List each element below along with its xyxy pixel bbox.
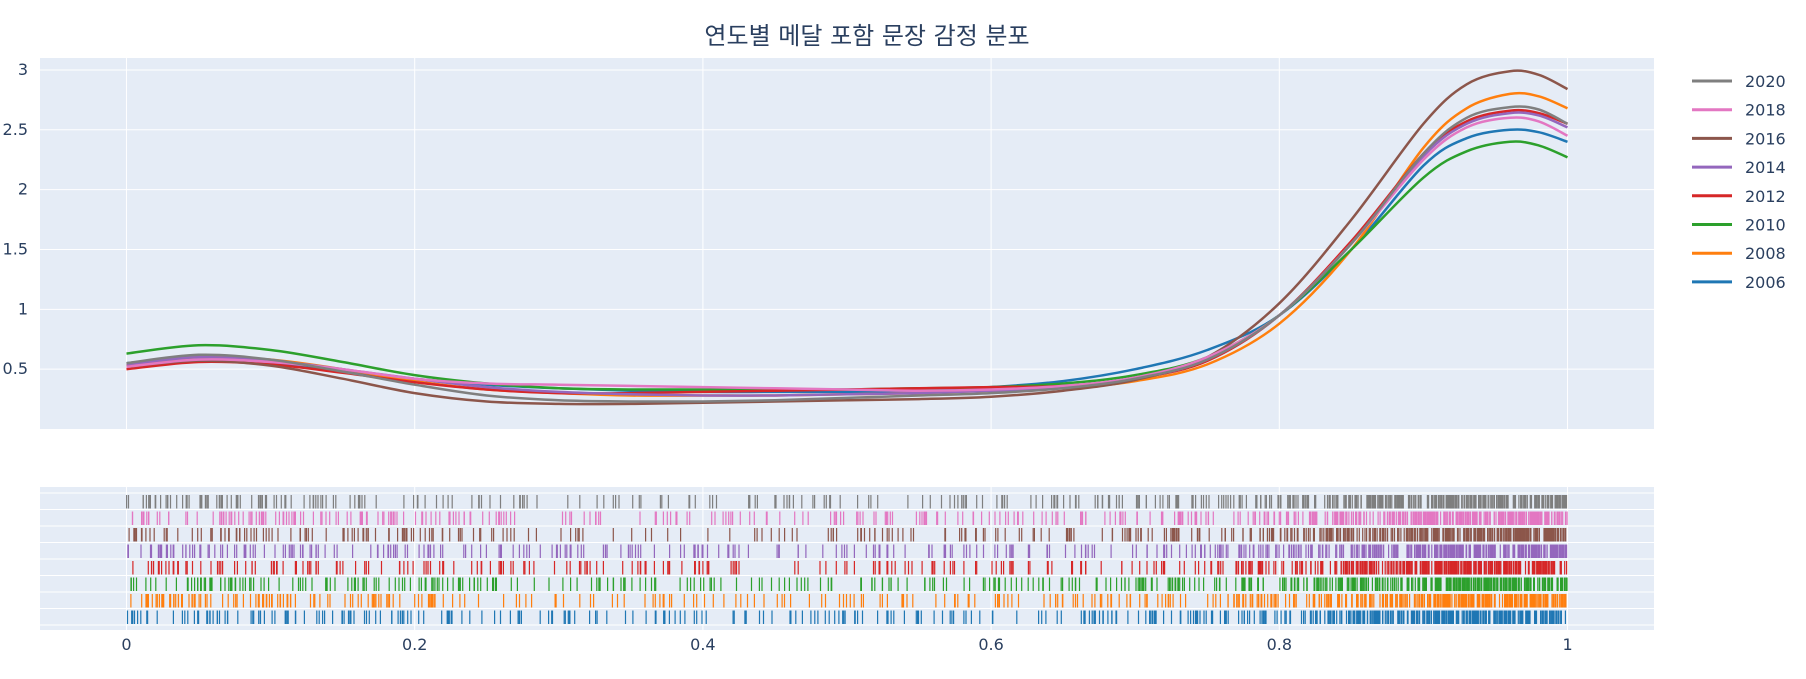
y-tick-label: 1.5 [3, 239, 28, 258]
x-tick-label: 0.8 [1267, 635, 1292, 654]
legend-item-2010[interactable]: 2010 [1692, 216, 1786, 235]
legend-label: 2006 [1745, 273, 1786, 292]
x-tick-label: 0 [121, 635, 131, 654]
x-tick-label: 1 [1562, 635, 1572, 654]
legend-label: 2020 [1745, 72, 1786, 91]
y-tick-label: 2.5 [3, 120, 28, 139]
legend-label: 2014 [1745, 158, 1786, 177]
y-tick-label: 3 [18, 60, 28, 79]
rug-row-2016 [128, 528, 1567, 542]
rug-row-2010 [130, 577, 1568, 591]
x-tick-label: 0.2 [402, 635, 427, 654]
rug-row-2020 [125, 495, 1568, 509]
legend-label: 2008 [1745, 244, 1786, 263]
legend-label: 2016 [1745, 129, 1786, 148]
rug-row-2008 [130, 594, 1567, 608]
legend-label: 2018 [1745, 101, 1786, 120]
y-tick-label: 1 [18, 299, 28, 318]
legend-item-2012[interactable]: 2012 [1692, 187, 1786, 206]
line-layer [126, 69, 1569, 406]
rug-row-2012 [132, 561, 1568, 575]
rug-row-2014 [127, 544, 1568, 558]
x-tick-label: 0.4 [690, 635, 715, 654]
legend-label: 2010 [1745, 216, 1786, 235]
x-tick-label: 0.6 [978, 635, 1003, 654]
rug-row-2018 [131, 511, 1568, 525]
legend-item-2016[interactable]: 2016 [1692, 129, 1786, 148]
main-plot-area [40, 58, 1654, 429]
series-line-2020 [126, 105, 1569, 403]
legend[interactable]: 2020 2018 2016 2014 2012 2010 2008 2006 [1692, 72, 1786, 292]
legend-item-2008[interactable]: 2008 [1692, 244, 1786, 263]
legend-item-2014[interactable]: 2014 [1692, 158, 1786, 177]
series-line-2016 [126, 69, 1569, 406]
legend-item-2006[interactable]: 2006 [1692, 273, 1786, 292]
legend-label: 2012 [1745, 187, 1786, 206]
y-tick-label: 2 [18, 180, 28, 199]
chart-title: 연도별 메달 포함 문장 감정 분포 [704, 22, 1029, 50]
legend-item-2018[interactable]: 2018 [1692, 101, 1786, 120]
series-line-2018 [126, 116, 1569, 392]
y-tick-label: 0.5 [3, 359, 28, 378]
rug-layer [125, 495, 1568, 624]
rug-row-2006 [126, 610, 1567, 624]
legend-item-2020[interactable]: 2020 [1692, 72, 1786, 91]
axis-layer: 0 0.2 0.4 0.6 0.8 1 0.5 1 1.5 2 2.5 3 [3, 60, 1573, 654]
